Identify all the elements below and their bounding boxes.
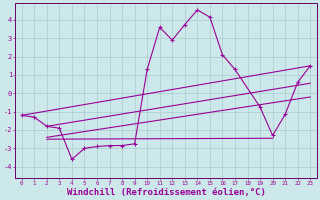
X-axis label: Windchill (Refroidissement éolien,°C): Windchill (Refroidissement éolien,°C) [67, 188, 265, 197]
